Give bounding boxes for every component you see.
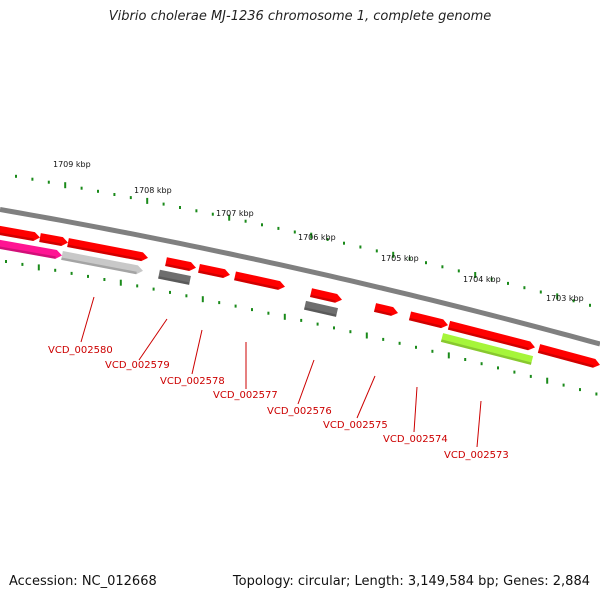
chromosome-backbone xyxy=(0,207,600,347)
gene-arrow-body xyxy=(309,288,343,303)
gene-arrow-shade xyxy=(39,239,62,247)
gene-leader-lines xyxy=(80,296,482,448)
gene-label: VCD_002574 xyxy=(383,434,448,445)
gene-arrow-shade xyxy=(158,276,190,285)
gene-arrow-body xyxy=(39,233,68,247)
gene-features xyxy=(0,225,600,368)
kbp-label: 1704 kbp xyxy=(463,275,501,284)
gene-arrow-shade xyxy=(304,307,337,317)
gene-arrow-shade xyxy=(447,327,529,351)
outer-tick-track xyxy=(15,174,591,307)
gene-arrow-shade xyxy=(408,317,442,329)
gene-arrow-shade xyxy=(309,294,336,303)
gene-label: VCD_002577 xyxy=(213,390,278,401)
gene-label: VCD_002580 xyxy=(48,345,113,356)
gene-leader-line xyxy=(138,318,168,361)
gene-arrow-body xyxy=(440,333,534,365)
gene-arrow xyxy=(537,344,600,368)
kbp-label: 1707 kbp xyxy=(216,209,254,218)
gene-label: VCD_002578 xyxy=(160,376,225,387)
gene-arrow-body xyxy=(537,344,600,368)
kbp-label: 1708 kbp xyxy=(134,186,172,195)
gene-arrow-shade xyxy=(440,339,532,365)
gene-arrow-body xyxy=(0,238,62,259)
gene-arrow-body xyxy=(373,303,399,316)
gene-arrow xyxy=(0,225,41,241)
gene-arrow-shade xyxy=(234,277,279,290)
accession-text: Accession: NC_012668 xyxy=(9,574,157,589)
gene-arrow xyxy=(165,257,196,271)
gene-arrow xyxy=(440,333,534,365)
inner-tick-track xyxy=(5,260,598,396)
map-title: Vibrio cholerae MJ-1236 chromosome 1, co… xyxy=(108,9,492,24)
gene-leader-line xyxy=(191,329,203,375)
gene-arrow xyxy=(373,303,399,316)
gene-label-group: VCD_002580 VCD_002579 VCD_002578 VCD_002577… xyxy=(48,345,509,461)
gene-arrow xyxy=(447,320,536,351)
gene-leader-line xyxy=(356,375,376,419)
gene-arrow-body xyxy=(165,257,196,271)
kbp-label: 1705 kbp xyxy=(381,254,419,263)
gene-arrow-body xyxy=(0,225,41,241)
gene-label: VCD_002573 xyxy=(444,450,509,461)
gene-arrow-body xyxy=(408,311,449,329)
gene-leader-line xyxy=(413,386,418,433)
gene-leader-line xyxy=(297,359,315,405)
gene-arrow xyxy=(39,233,68,247)
gene-label: VCD_002575 xyxy=(323,420,388,431)
gene-label: VCD_002579 xyxy=(105,360,170,371)
gene-arrow-body xyxy=(447,320,536,351)
kbp-label: 1706 kbp xyxy=(298,233,336,242)
gene-leader-line xyxy=(80,296,95,343)
kbp-label: 1703 kbp xyxy=(546,294,584,303)
gene-label: VCD_002576 xyxy=(267,406,332,417)
gene-arrow xyxy=(309,288,343,303)
gene-arrow-body xyxy=(67,238,149,262)
gene-arrow-shade xyxy=(0,245,56,259)
gene-arrow-shade xyxy=(165,263,190,271)
gene-arrow-shade xyxy=(0,231,34,241)
gene-arrow-body xyxy=(61,251,144,275)
gene-arrow xyxy=(158,269,191,285)
gene-arrow xyxy=(304,300,338,317)
gene-arrow xyxy=(61,251,144,275)
gene-arrow xyxy=(234,271,285,290)
gene-arrow-shade xyxy=(537,350,594,368)
kbp-label-group: 1709 kbp 1708 kbp 1707 kbp 1706 kbp 1705 kbp… xyxy=(53,160,584,303)
gene-arrow-body xyxy=(198,263,230,279)
kbp-label: 1709 kbp xyxy=(53,160,91,169)
gene-arrow-body xyxy=(158,269,191,285)
gene-arrow-shade xyxy=(198,270,224,279)
gene-arrow-body xyxy=(304,300,338,317)
gene-arrow xyxy=(198,263,230,279)
gene-arrow-shade xyxy=(67,244,142,262)
genome-summary-text: Topology: circular; Length: 3,149,584 bp… xyxy=(232,574,590,589)
gene-arrow-body xyxy=(234,271,285,290)
gene-arrow xyxy=(0,238,62,259)
gene-leader-line xyxy=(476,400,482,448)
gene-arrow-shade xyxy=(61,257,137,275)
gene-arrow xyxy=(67,238,149,262)
gene-arrow xyxy=(408,311,449,329)
gene-arrow-shade xyxy=(373,309,392,316)
